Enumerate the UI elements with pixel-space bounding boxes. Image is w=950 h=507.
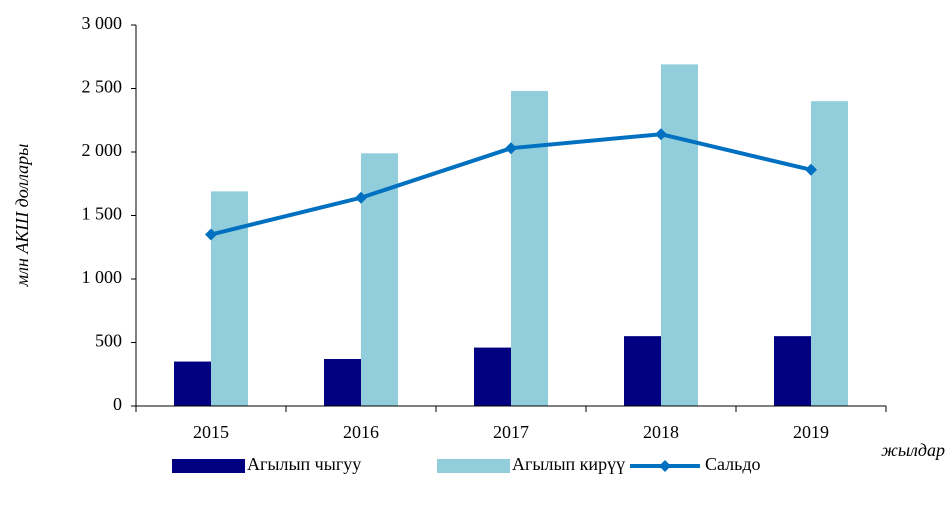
x-tick-label: 2019 xyxy=(793,422,829,442)
legend-swatch xyxy=(437,459,510,473)
line-marker xyxy=(205,228,217,241)
legend-swatch xyxy=(172,459,245,473)
x-tick-label: 2017 xyxy=(493,422,529,442)
line-marker xyxy=(655,128,667,141)
y-tick-label: 1 500 xyxy=(82,204,123,224)
bar xyxy=(624,336,661,406)
bar xyxy=(474,347,511,406)
line-marker xyxy=(805,163,817,176)
y-tick-label: 500 xyxy=(95,331,122,351)
bar xyxy=(174,361,211,406)
bar xyxy=(811,101,848,406)
y-tick-label: 2 000 xyxy=(82,140,123,160)
x-tick-label: 2018 xyxy=(643,422,679,442)
bar xyxy=(661,64,698,407)
line-marker xyxy=(505,142,517,155)
legend-label: Сальдо xyxy=(705,454,761,474)
line-marker xyxy=(355,191,367,204)
bar xyxy=(774,336,811,406)
y-tick-label: 1 000 xyxy=(82,267,123,287)
bar xyxy=(511,91,548,406)
legend-marker xyxy=(659,460,671,472)
bar xyxy=(324,359,361,406)
x-axis-label: жылдар xyxy=(881,440,945,460)
y-tick-label: 0 xyxy=(113,394,122,414)
x-tick-label: 2016 xyxy=(343,422,379,442)
legend-label: Агылып чыгуу xyxy=(247,454,361,474)
x-tick-label: 2015 xyxy=(193,422,229,442)
bar xyxy=(211,191,248,406)
y-tick-label: 3 000 xyxy=(82,13,123,33)
y-axis-label: млн АКШ доллары xyxy=(12,144,32,288)
legend-label: Агылып кирүү xyxy=(512,454,625,474)
y-tick-label: 2 500 xyxy=(82,77,123,97)
